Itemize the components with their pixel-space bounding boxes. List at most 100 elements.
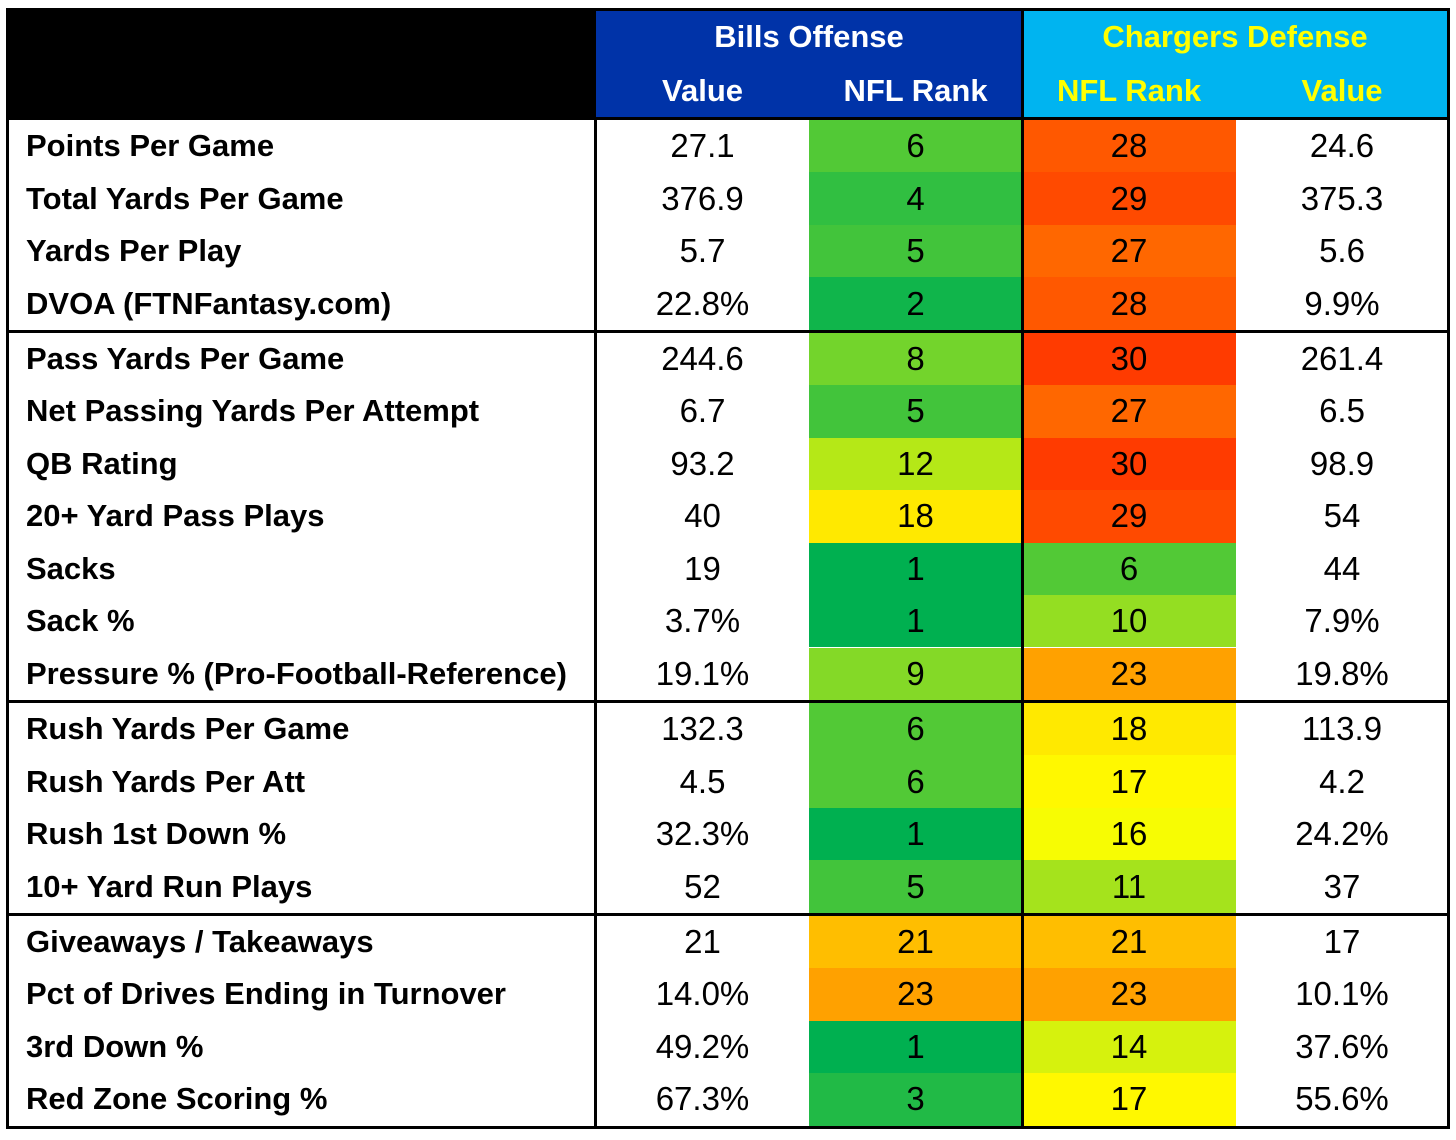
bills-value: 132.3 xyxy=(661,710,744,748)
chargers-value: 37.6% xyxy=(1295,1027,1389,1065)
bills-value: 6.7 xyxy=(679,392,726,430)
chargers-value: 37 xyxy=(1323,867,1361,905)
section-divider xyxy=(6,699,1450,703)
bills-rank: 9 xyxy=(809,647,1022,700)
chargers-rank: 29 xyxy=(1022,172,1236,225)
bills-rank: 18 xyxy=(809,490,1022,543)
bills-value: 22.8% xyxy=(655,284,750,322)
row-label: Rush Yards Per Att xyxy=(26,763,306,799)
bills-value: 32.3% xyxy=(655,815,750,853)
bills-rank-header: NFL Rank xyxy=(843,73,988,108)
bills-rank: 5 xyxy=(809,860,1022,913)
chargers-value: 7.9% xyxy=(1304,602,1380,640)
bills-rank: 4 xyxy=(809,172,1022,225)
row-label: Yards Per Play xyxy=(26,233,242,269)
chargers-rank: 14 xyxy=(1022,1020,1236,1074)
row-label: QB Rating xyxy=(26,445,178,481)
chargers-rank: 29 xyxy=(1022,490,1236,543)
row-label: Rush 1st Down % xyxy=(26,816,287,852)
row-label: DVOA (FTNFantasy.com) xyxy=(26,285,392,321)
bills-rank: 1 xyxy=(809,542,1022,596)
bills-header xyxy=(596,10,1022,118)
row-label: Pass Yards Per Game xyxy=(26,341,345,377)
chargers-value: 44 xyxy=(1323,549,1361,587)
bills-value-header: Value xyxy=(662,73,743,108)
row-label: Pct of Drives Ending in Turnover xyxy=(26,976,506,1012)
row-label: 20+ Yard Pass Plays xyxy=(26,498,325,534)
bills-value: 21 xyxy=(684,922,721,960)
chargers-value: 9.9% xyxy=(1304,284,1380,322)
chargers-value: 113.9 xyxy=(1301,710,1383,748)
chargers-rank: 11 xyxy=(1022,860,1236,913)
chargers-value: 261.4 xyxy=(1300,340,1384,378)
bills-rank: 1 xyxy=(809,1020,1022,1074)
bills-rank: 5 xyxy=(809,385,1022,438)
row-label: 10+ Yard Run Plays xyxy=(26,868,313,904)
row-label: Rush Yards Per Game xyxy=(26,711,350,747)
bills-value: 376.9 xyxy=(661,179,744,217)
bills-value: 67.3% xyxy=(655,1080,750,1118)
chargers-value: 6.5 xyxy=(1319,392,1365,430)
bills-value: 40 xyxy=(684,497,721,535)
row-label: Sacks xyxy=(26,550,116,586)
chargers-rank: 27 xyxy=(1022,385,1236,438)
header-corner xyxy=(8,10,596,118)
divider-labels xyxy=(594,118,597,1126)
bills-rank: 2 xyxy=(809,277,1022,330)
row-label: 3rd Down % xyxy=(26,1028,204,1064)
divider-teams xyxy=(1021,10,1024,1128)
bills-value: 4.5 xyxy=(679,762,726,800)
chargers-rank: 16 xyxy=(1022,807,1236,861)
bills-value: 49.2% xyxy=(655,1027,750,1065)
chargers-rank: 28 xyxy=(1022,120,1236,173)
chargers-rank: 28 xyxy=(1022,277,1236,330)
bills-offense-title: Bills Offense xyxy=(714,19,904,54)
chargers-value: 375.3 xyxy=(1300,179,1384,217)
bills-rank: 23 xyxy=(809,968,1022,1021)
chargers-rank: 21 xyxy=(1022,915,1236,969)
chargers-rank: 10 xyxy=(1022,595,1236,648)
section-divider xyxy=(6,329,1450,333)
row-label: Pressure % (Pro-Football-Reference) xyxy=(26,655,567,691)
chargers-rank-header: NFL Rank xyxy=(1056,73,1202,108)
chargers-rank: 30 xyxy=(1022,437,1236,491)
row-label: Sack % xyxy=(26,603,135,639)
section-divider xyxy=(6,912,1450,916)
header-bottom-line xyxy=(6,117,1450,120)
bills-value: 19 xyxy=(684,549,721,587)
chargers-value-header: Value xyxy=(1301,73,1383,108)
border-top xyxy=(6,8,1450,11)
chargers-header xyxy=(1022,10,1448,118)
chargers-value: 19.8% xyxy=(1295,654,1389,692)
row-label: Total Yards Per Game xyxy=(26,180,344,216)
chargers-rank: 23 xyxy=(1022,968,1236,1021)
border-right xyxy=(1447,8,1450,1129)
chargers-value: 24.2% xyxy=(1295,815,1389,853)
bills-rank: 21 xyxy=(809,915,1022,969)
bills-rank: 6 xyxy=(809,755,1022,808)
bills-value: 27.1 xyxy=(670,127,735,165)
chargers-value: 55.6% xyxy=(1295,1080,1389,1118)
bills-rank: 6 xyxy=(809,120,1022,173)
row-label: Points Per Game xyxy=(26,128,275,164)
row-label: Red Zone Scoring % xyxy=(26,1081,328,1117)
bills-rank: 12 xyxy=(809,437,1022,491)
bills-value: 93.2 xyxy=(670,444,735,482)
border-left xyxy=(6,8,9,1129)
chargers-value: 24.6 xyxy=(1309,127,1375,165)
bills-value: 52 xyxy=(684,867,721,905)
bills-value: 3.7% xyxy=(664,602,741,640)
border-bottom xyxy=(6,1125,1450,1129)
chargers-rank: 30 xyxy=(1022,332,1236,386)
bills-rank: 1 xyxy=(809,595,1022,648)
bills-rank: 3 xyxy=(809,1073,1022,1126)
row-label: Giveaways / Takeaways xyxy=(26,923,374,959)
chargers-rank: 27 xyxy=(1022,224,1236,278)
bills-value: 5.7 xyxy=(679,232,726,270)
bills-rank: 8 xyxy=(809,332,1022,386)
chargers-value: 98.9 xyxy=(1309,444,1375,482)
bills-rank: 5 xyxy=(809,224,1022,278)
chargers-rank: 18 xyxy=(1022,702,1236,756)
row-label: Net Passing Yards Per Attempt xyxy=(26,393,480,429)
